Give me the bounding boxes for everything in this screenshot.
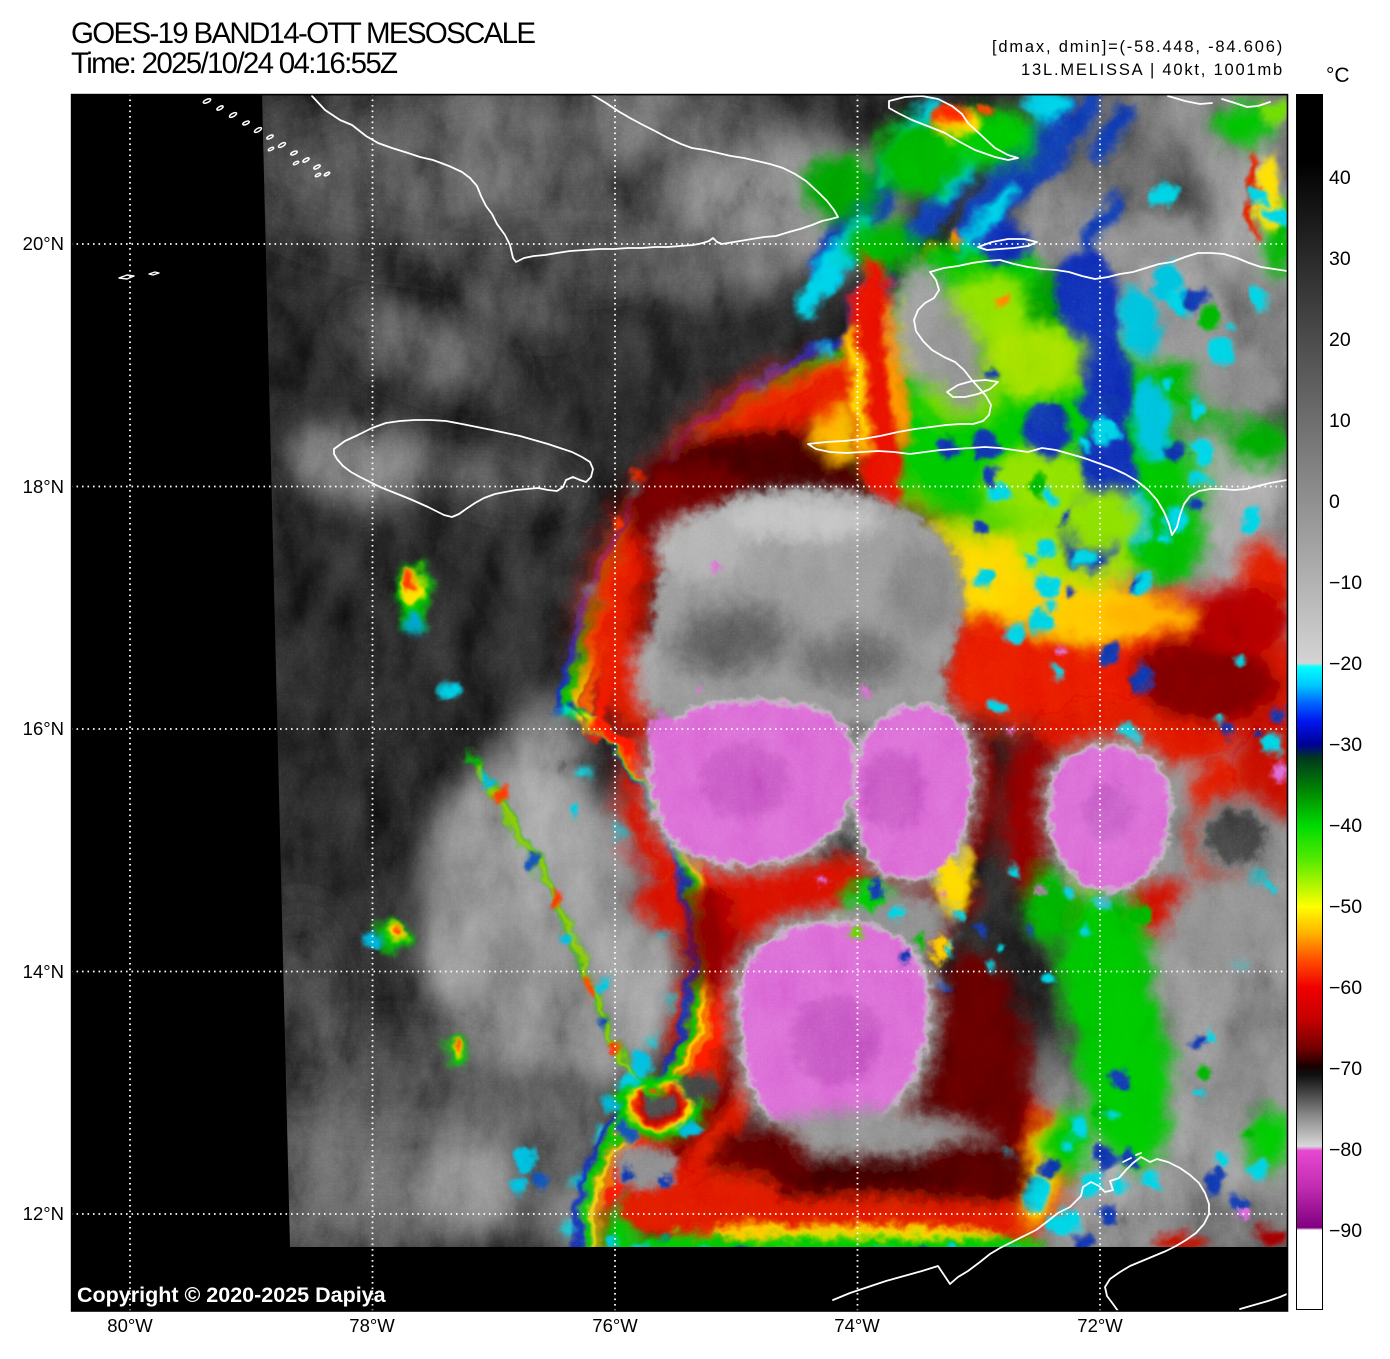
svg-text:Copyright © 2020-2025 Dapiya: Copyright © 2020-2025 Dapiya bbox=[77, 1283, 387, 1307]
